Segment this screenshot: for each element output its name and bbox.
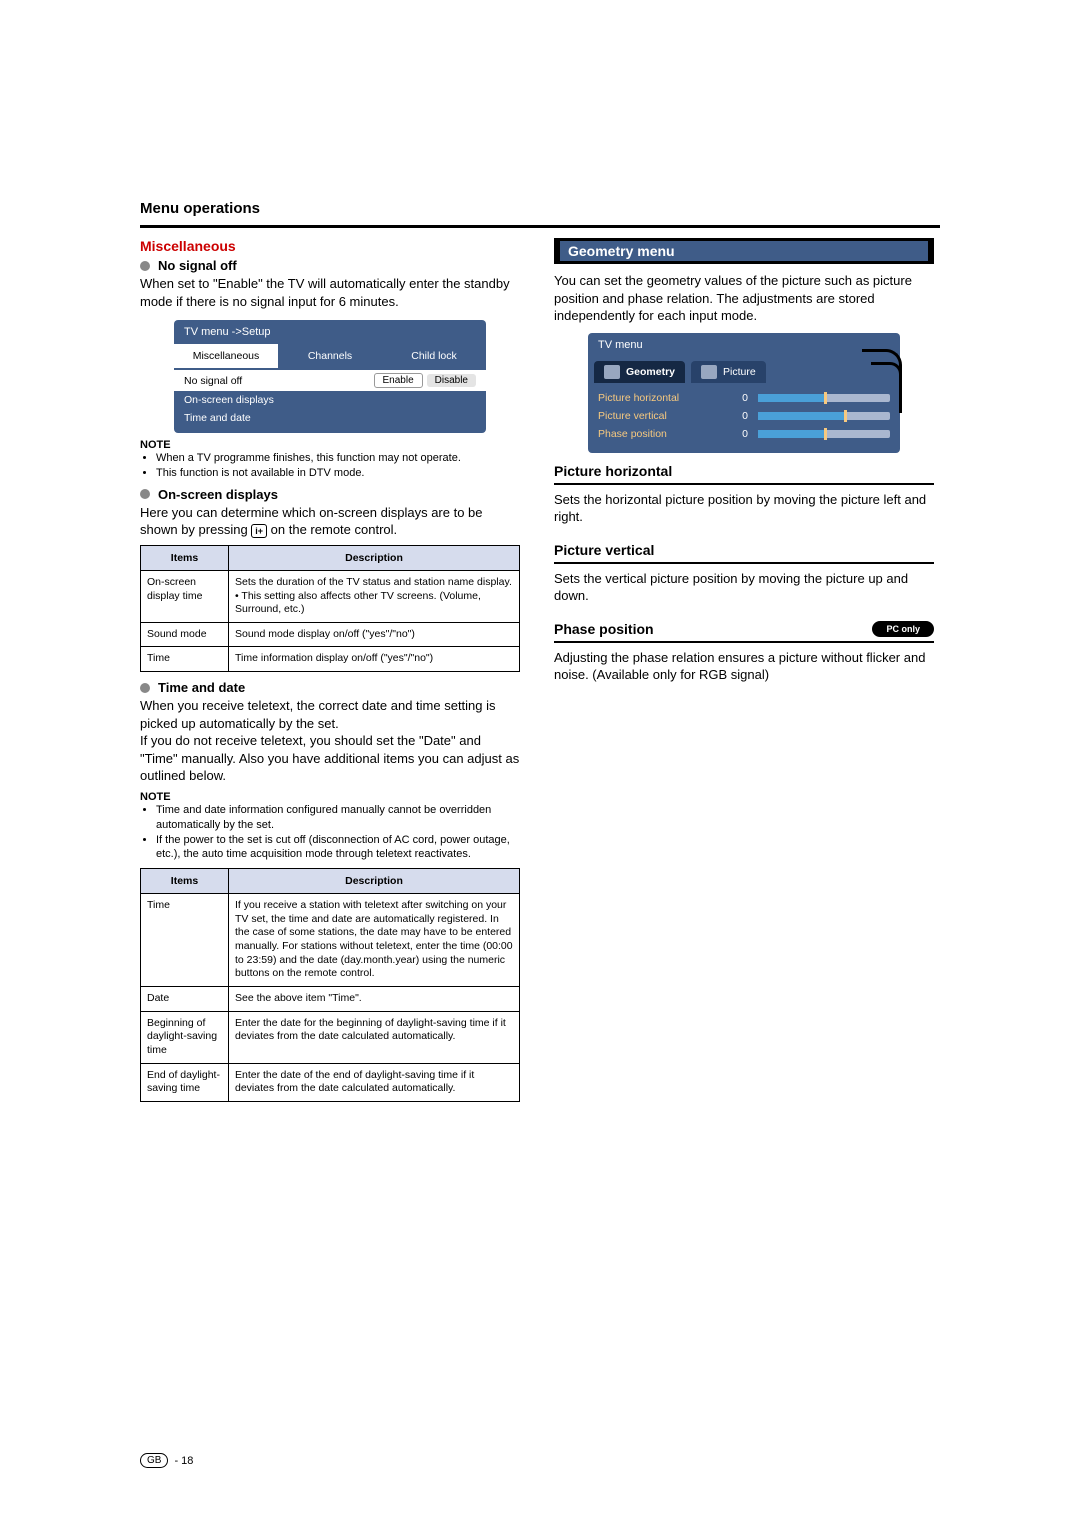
page-footer: GB - 18 xyxy=(140,1453,193,1468)
td: Enter the date for the beginning of dayl… xyxy=(229,1011,520,1063)
slider[interactable] xyxy=(758,430,890,438)
table-osd-items: Items Description On-screen display time… xyxy=(140,545,520,672)
heading-pic-v: Picture vertical xyxy=(554,542,934,558)
geo-tab-label: Geometry xyxy=(626,366,675,378)
td: Date xyxy=(141,987,229,1012)
geo-row[interactable]: Phase position 0 xyxy=(598,425,890,443)
geo-label: Picture vertical xyxy=(598,410,718,422)
td: Sets the duration of the TV status and s… xyxy=(229,570,520,622)
geo-label: Phase position xyxy=(598,428,718,440)
geo-label: Picture horizontal xyxy=(598,392,718,404)
rule xyxy=(554,483,934,485)
heading-pic-h: Picture horizontal xyxy=(554,463,934,479)
td: Time information display on/off ("yes"/"… xyxy=(229,647,520,672)
subhead-timedate: Time and date xyxy=(158,680,245,695)
table-timedate-items: Items Description TimeIf you receive a s… xyxy=(140,868,520,1102)
heading-miscellaneous: Miscellaneous xyxy=(140,238,520,254)
left-column: Miscellaneous No signal off When set to … xyxy=(140,238,520,1110)
note-list-1: When a TV programme finishes, this funct… xyxy=(140,451,520,481)
td: On-screen display time xyxy=(141,570,229,622)
geo-row[interactable]: Picture horizontal 0 xyxy=(598,389,890,407)
title-rule xyxy=(140,225,940,228)
page-number: - 18 xyxy=(174,1455,193,1467)
note-item: Time and date information configured man… xyxy=(156,803,520,833)
geo-tab-picture[interactable]: Picture xyxy=(691,361,766,383)
geometry-intro: You can set the geometry values of the p… xyxy=(554,272,934,325)
osd-row-label: Time and date xyxy=(184,412,476,424)
td: Sound mode xyxy=(141,622,229,647)
slider[interactable] xyxy=(758,394,890,402)
pc-only-badge: PC only xyxy=(872,621,934,637)
osd-tab-channels[interactable]: Channels xyxy=(278,344,382,368)
text-no-signal: When set to "Enable" the TV will automat… xyxy=(140,275,520,310)
subhead-osd: On-screen displays xyxy=(158,487,278,502)
note-label: NOTE xyxy=(140,791,520,803)
geo-value: 0 xyxy=(728,428,748,440)
osd-row-time[interactable]: Time and date xyxy=(174,409,486,427)
th-desc: Description xyxy=(229,545,520,570)
geo-breadcrumb: TV menu xyxy=(588,333,900,357)
text-pic-v: Sets the vertical picture position by mo… xyxy=(554,570,934,605)
osd-opt-enable[interactable]: Enable xyxy=(374,373,423,388)
osd-setup-menu: TV menu ->Setup Miscellaneous Channels C… xyxy=(174,320,486,433)
geo-row[interactable]: Picture vertical 0 xyxy=(598,407,890,425)
osd-opt-disable[interactable]: Disable xyxy=(427,374,476,387)
text-osd-b: on the remote control. xyxy=(271,522,397,537)
rule xyxy=(554,562,934,564)
section-bar: Geometry menu xyxy=(554,238,934,264)
td: Sound mode display on/off ("yes"/"no") xyxy=(229,622,520,647)
heading-phase: Phase position xyxy=(554,621,654,637)
td: See the above item "Time". xyxy=(229,987,520,1012)
note-list-2: Time and date information configured man… xyxy=(140,803,520,862)
osd-row-osd[interactable]: On-screen displays xyxy=(174,391,486,409)
page-curl-icon xyxy=(862,349,902,397)
th-items: Items xyxy=(141,869,229,894)
osd-geometry-menu: TV menu Geometry Picture Picture horizon… xyxy=(588,333,900,453)
right-column: Geometry menu You can set the geometry v… xyxy=(554,238,934,1110)
td: Time xyxy=(141,647,229,672)
region-badge: GB xyxy=(140,1453,168,1468)
rule xyxy=(554,641,934,643)
info-button-icon: i+ xyxy=(251,524,267,538)
page-title: Menu operations xyxy=(140,200,940,217)
td: Time xyxy=(141,894,229,987)
osd-row-nosignal[interactable]: No signal off Enable Disable xyxy=(174,370,486,391)
geo-value: 0 xyxy=(728,392,748,404)
th-items: Items xyxy=(141,545,229,570)
note-label: NOTE xyxy=(140,439,520,451)
note-item: If the power to the set is cut off (disc… xyxy=(156,833,520,863)
osd-tab-childlock[interactable]: Child lock xyxy=(382,344,486,368)
note-item: When a TV programme finishes, this funct… xyxy=(156,451,520,466)
bullet-dot xyxy=(140,261,150,271)
bullet-dot xyxy=(140,683,150,693)
geo-value: 0 xyxy=(728,410,748,422)
note-item: This function is not available in DTV mo… xyxy=(156,466,520,481)
td: End of daylight-saving time xyxy=(141,1063,229,1101)
td: Beginning of daylight-saving time xyxy=(141,1011,229,1063)
bullet-dot xyxy=(140,489,150,499)
text-osd: Here you can determine which on-screen d… xyxy=(140,504,520,539)
osd-row-label: On-screen displays xyxy=(184,394,476,406)
text-phase: Adjusting the phase relation ensures a p… xyxy=(554,649,934,684)
text-pic-h: Sets the horizontal picture position by … xyxy=(554,491,934,526)
slider[interactable] xyxy=(758,412,890,420)
osd-tab-misc[interactable]: Miscellaneous xyxy=(174,344,278,368)
geo-tab-label: Picture xyxy=(723,366,756,378)
geo-tab-geometry[interactable]: Geometry xyxy=(594,361,685,383)
section-bar-title: Geometry menu xyxy=(560,241,928,261)
td: Enter the date of the end of daylight-sa… xyxy=(229,1063,520,1101)
text-timedate: When you receive teletext, the correct d… xyxy=(140,697,520,785)
th-desc: Description xyxy=(229,869,520,894)
osd-breadcrumb: TV menu ->Setup xyxy=(174,320,486,344)
picture-icon xyxy=(701,365,717,379)
td: If you receive a station with teletext a… xyxy=(229,894,520,987)
osd-row-label: No signal off xyxy=(184,375,370,387)
geometry-icon xyxy=(604,365,620,379)
subhead-no-signal: No signal off xyxy=(158,258,237,273)
